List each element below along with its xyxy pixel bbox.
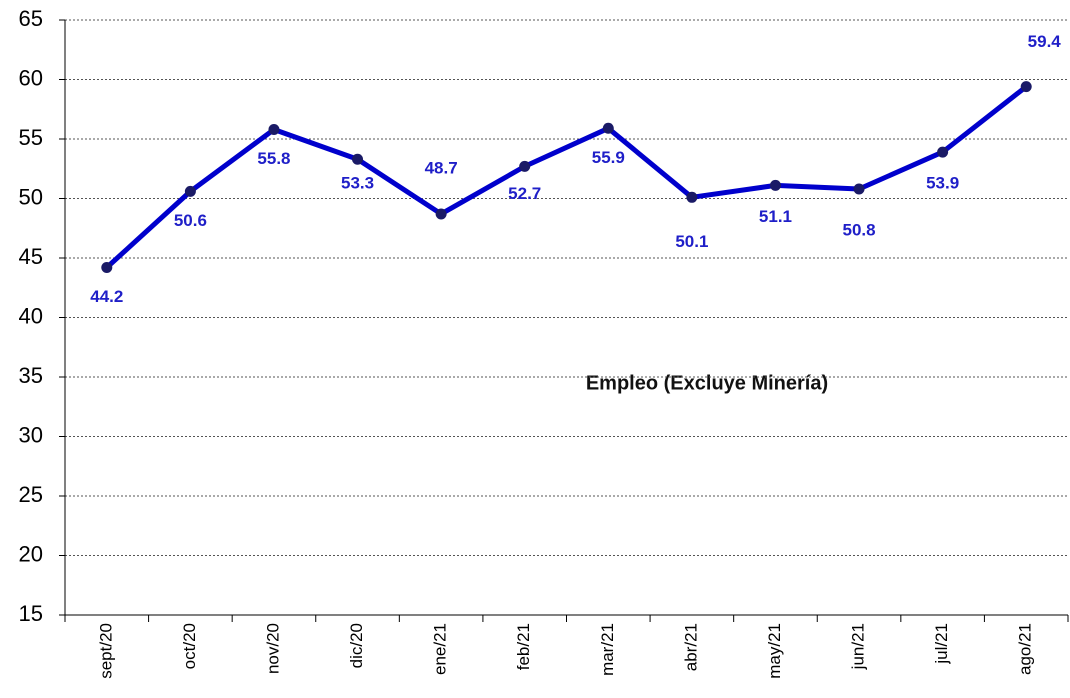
line (105, 84, 1028, 270)
x-tick-label: oct/20 (180, 623, 199, 669)
y-tick-label: 55 (19, 125, 43, 150)
x-tick-label: jun/21 (849, 623, 868, 670)
value-label: 48.7 (425, 158, 458, 177)
y-tick-label: 30 (19, 422, 43, 447)
x-tick-label: may/21 (765, 623, 784, 679)
y-tick-label: 40 (19, 303, 43, 328)
value-label: 44.2 (90, 287, 123, 306)
marker (519, 160, 531, 172)
y-tick-label: 65 (19, 6, 43, 31)
marker (937, 146, 949, 158)
marker (184, 185, 196, 197)
marker (602, 122, 614, 134)
marker (435, 208, 447, 220)
x-tick-label: feb/21 (514, 623, 533, 670)
value-label: 50.8 (842, 220, 875, 239)
x-tick-label: ene/21 (431, 623, 450, 675)
y-tick-label: 35 (19, 363, 43, 388)
y-tick-label: 25 (19, 482, 43, 507)
marker (769, 179, 781, 191)
marker (268, 123, 280, 135)
y-tick-label: 60 (19, 65, 43, 90)
y-tick-label: 20 (19, 541, 43, 566)
value-label: 50.6 (174, 211, 207, 230)
x-tick-label: dic/20 (347, 623, 366, 668)
x-tick-label: abr/21 (681, 623, 700, 671)
value-label: 55.9 (592, 148, 625, 167)
marker (686, 191, 698, 203)
value-label: 51.1 (759, 207, 792, 226)
value-label: 52.7 (508, 184, 541, 203)
y-tick-label: 45 (19, 244, 43, 269)
marker (101, 262, 113, 274)
marker (853, 183, 865, 195)
x-tick-label: sept/20 (96, 623, 115, 679)
value-label: 50.1 (675, 232, 708, 251)
x-tick-label: mar/21 (598, 623, 617, 676)
value-label: 53.3 (341, 174, 374, 193)
marker (352, 153, 364, 165)
value-label: 53.9 (926, 174, 959, 193)
annotation: Empleo (Excluye Minería) (586, 372, 828, 394)
x-tick-label: nov/20 (263, 623, 282, 674)
marker (1020, 81, 1032, 93)
y-tick-label: 15 (19, 601, 43, 626)
y-tick-label: 50 (19, 184, 43, 209)
value-label: 55.8 (257, 149, 290, 168)
x-tick-label: ago/21 (1016, 623, 1035, 675)
value-label: 59.4 (1028, 32, 1062, 51)
x-tick-label: jul/21 (932, 623, 951, 665)
